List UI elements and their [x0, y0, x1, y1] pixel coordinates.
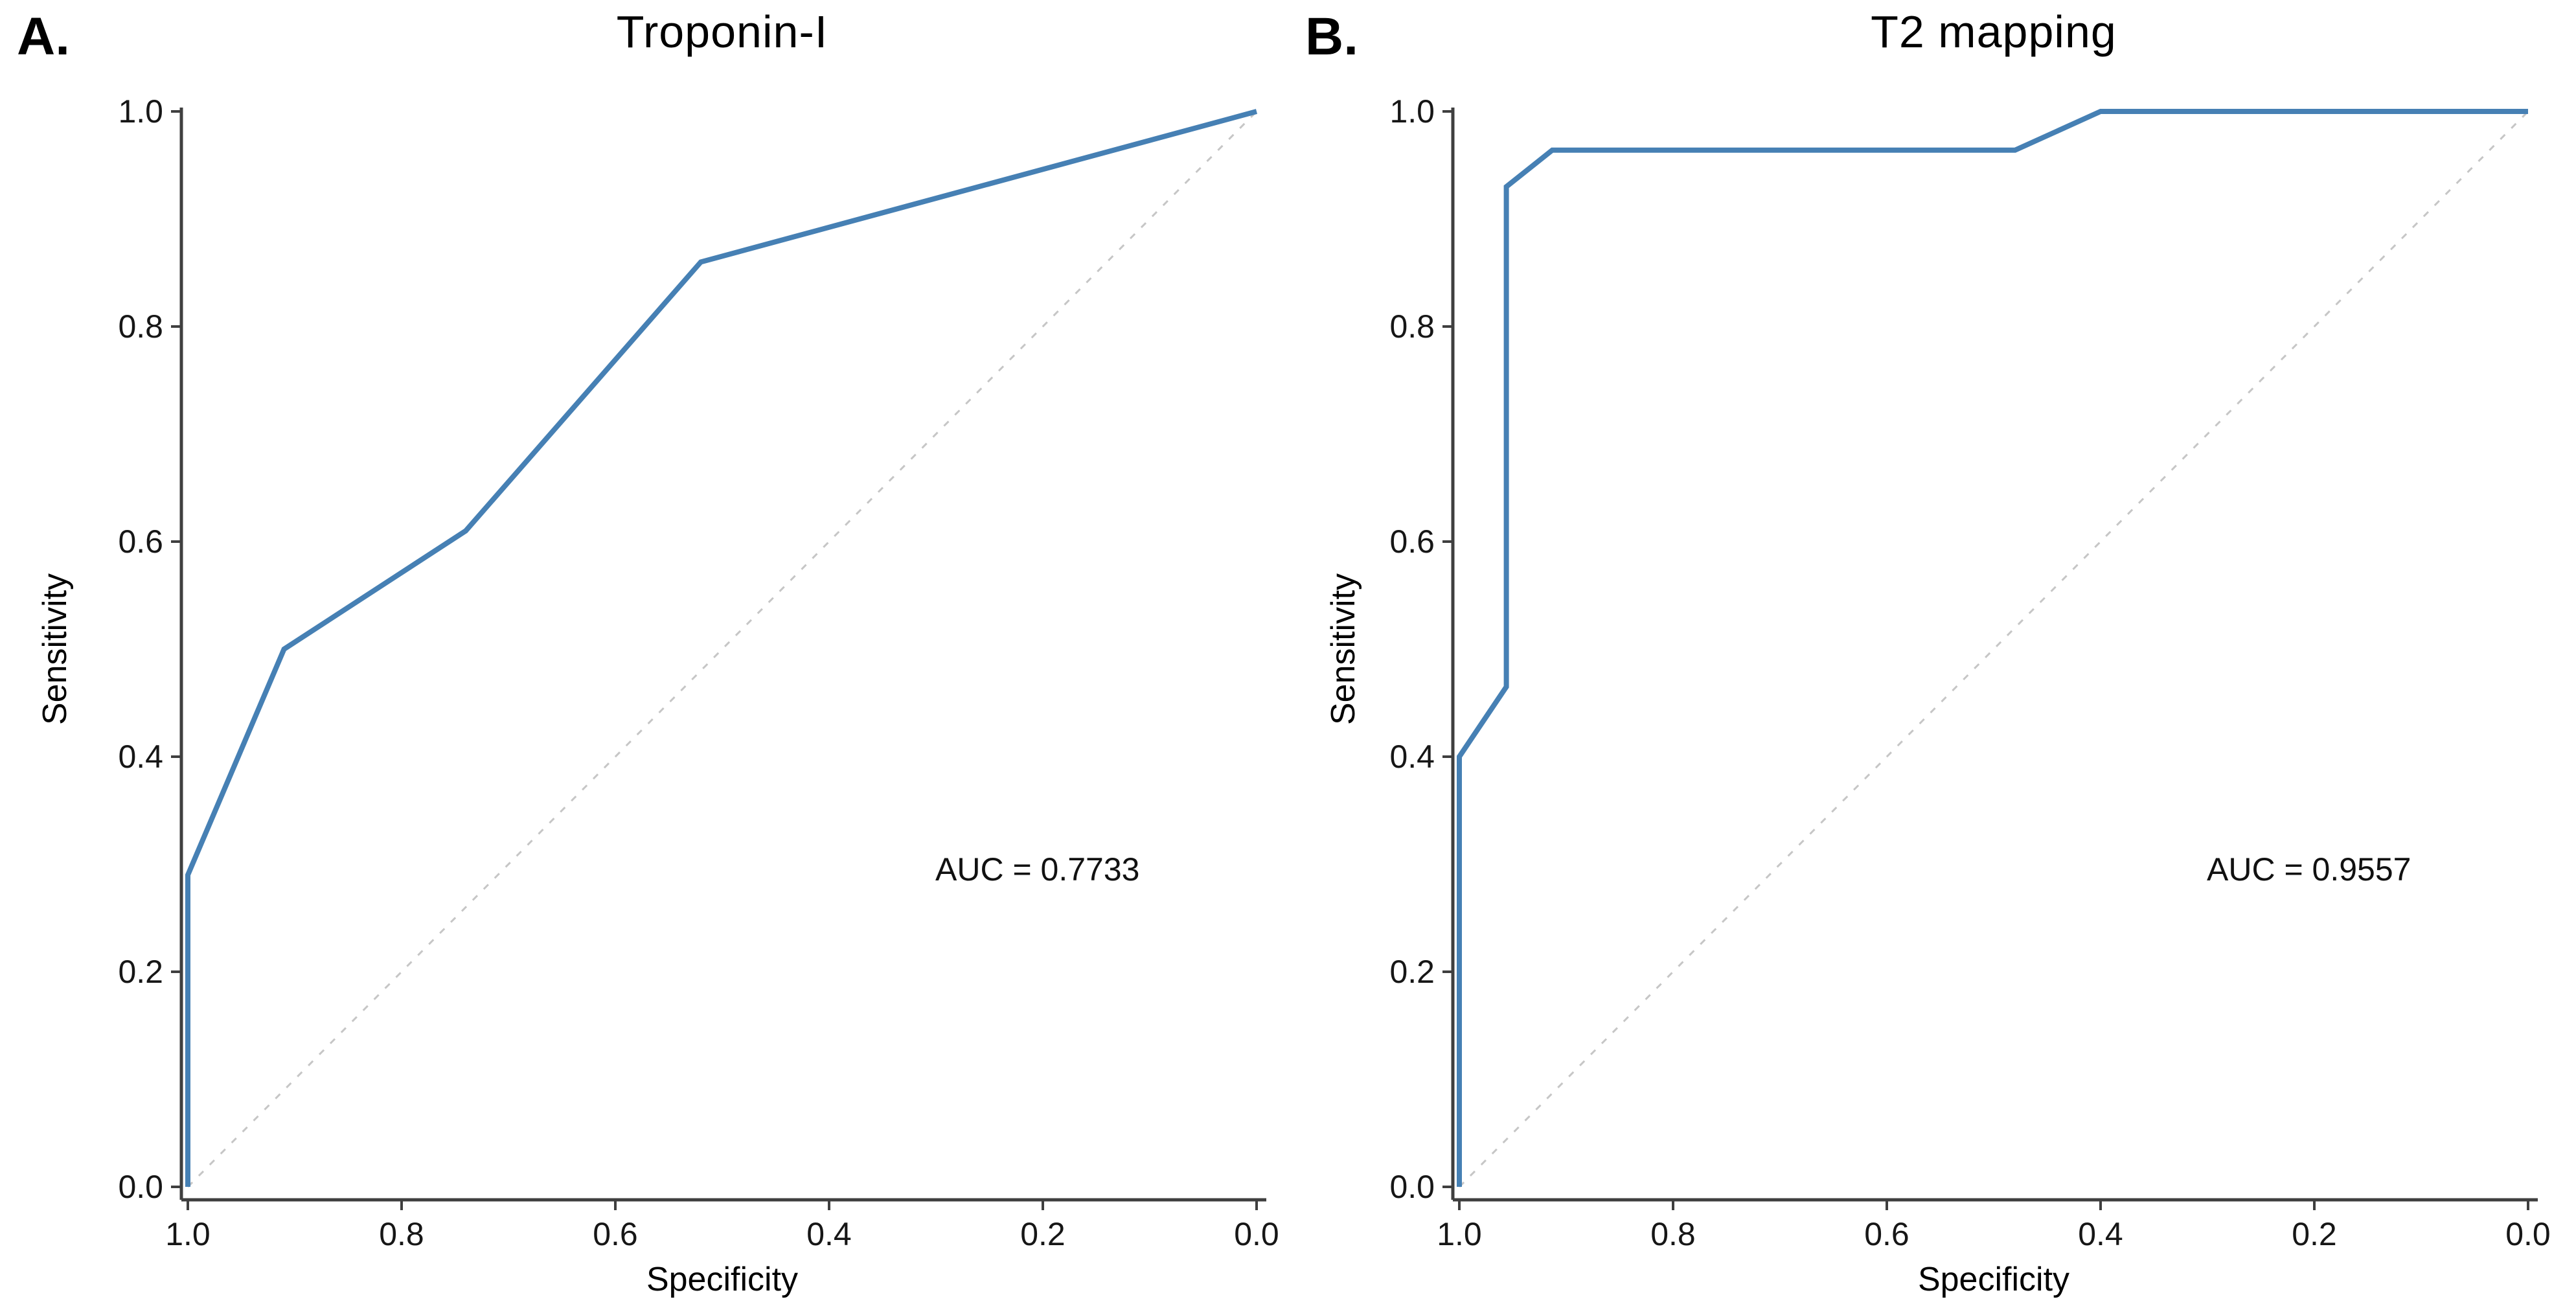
y-tick-label: 0.8 [118, 308, 163, 345]
auc-annotation: AUC = 0.9557 [2207, 851, 2411, 888]
y-tick-label: 0.2 [1389, 954, 1435, 990]
x-tick-label: 0.2 [1020, 1216, 1066, 1252]
roc-panel-a: 1.0 0.8 0.6 0.4 0.2 0.0 1.0 0.8 0.6 0.4 0.2 0.0 AUC … [17, 6, 1279, 1298]
reference-diagonal-line [187, 110, 1258, 1188]
roc-plot-b: 1.0 0.8 0.6 0.4 0.2 0.01.00.80.60.40.20.0AUC … [1325, 93, 2551, 1298]
roc-curve-line [185, 109, 1258, 1187]
panel-a-letter: A. [17, 7, 70, 66]
y-tick-label: 0.4 [1389, 739, 1435, 775]
panel-b-title: T2 mapping [1871, 6, 2117, 57]
y-axis-title: Sensitivity [1325, 573, 1362, 725]
y-tick-label: 0.2 [118, 954, 163, 990]
y-tick-label: 0.6 [1389, 523, 1435, 560]
x-tick-label: 0.4 [806, 1216, 852, 1252]
y-tick-label: 0.6 [118, 523, 163, 560]
x-tick-label: 1.0 [1437, 1216, 1482, 1252]
auc-annotation: AUC = 0.7733 [935, 851, 1139, 888]
y-tick-label: 0.8 [1389, 308, 1435, 345]
y-tick-label: 0.0 [1389, 1169, 1435, 1205]
x-tick-label: 0.0 [1234, 1216, 1279, 1252]
x-tick-label: 0.2 [2292, 1216, 2337, 1252]
y-tick-label: 1.0 [118, 93, 163, 130]
reference-diagonal-line [1458, 110, 2529, 1188]
panel-b-letter: B. [1305, 7, 1358, 66]
y-axis-title: Sensitivity [36, 573, 74, 725]
x-tick-label: 0.8 [379, 1216, 424, 1252]
x-tick-label: 0.6 [593, 1216, 638, 1252]
x-tick-label: 0.8 [1650, 1216, 1696, 1252]
x-tick-label: 0.0 [2505, 1216, 2551, 1252]
y-tick-label: 1.0 [1389, 93, 1435, 130]
panel-a-title: Troponin-I [616, 6, 828, 57]
x-axis-title: Specificity [646, 1261, 798, 1298]
y-tick-label: 0.0 [118, 1169, 163, 1205]
y-tick-label: 0.4 [118, 739, 163, 775]
roc-panel-b: 1.0 0.8 0.6 0.4 0.2 0.0 1.0 0.8 0.6 0.4 0.2 0.0 AUC … [1288, 0, 2576, 1308]
x-tick-label: 1.0 [165, 1216, 211, 1252]
x-tick-label: 0.6 [1864, 1216, 1909, 1252]
roc-curve-line [1457, 109, 2528, 1187]
x-tick-label: 0.4 [2078, 1216, 2123, 1252]
x-axis-title: Specificity [1918, 1261, 2069, 1298]
roc-plot-a: 1.0 0.8 0.6 0.4 0.2 0.01.00.80.60.40.20.0AUC … [36, 93, 1279, 1298]
